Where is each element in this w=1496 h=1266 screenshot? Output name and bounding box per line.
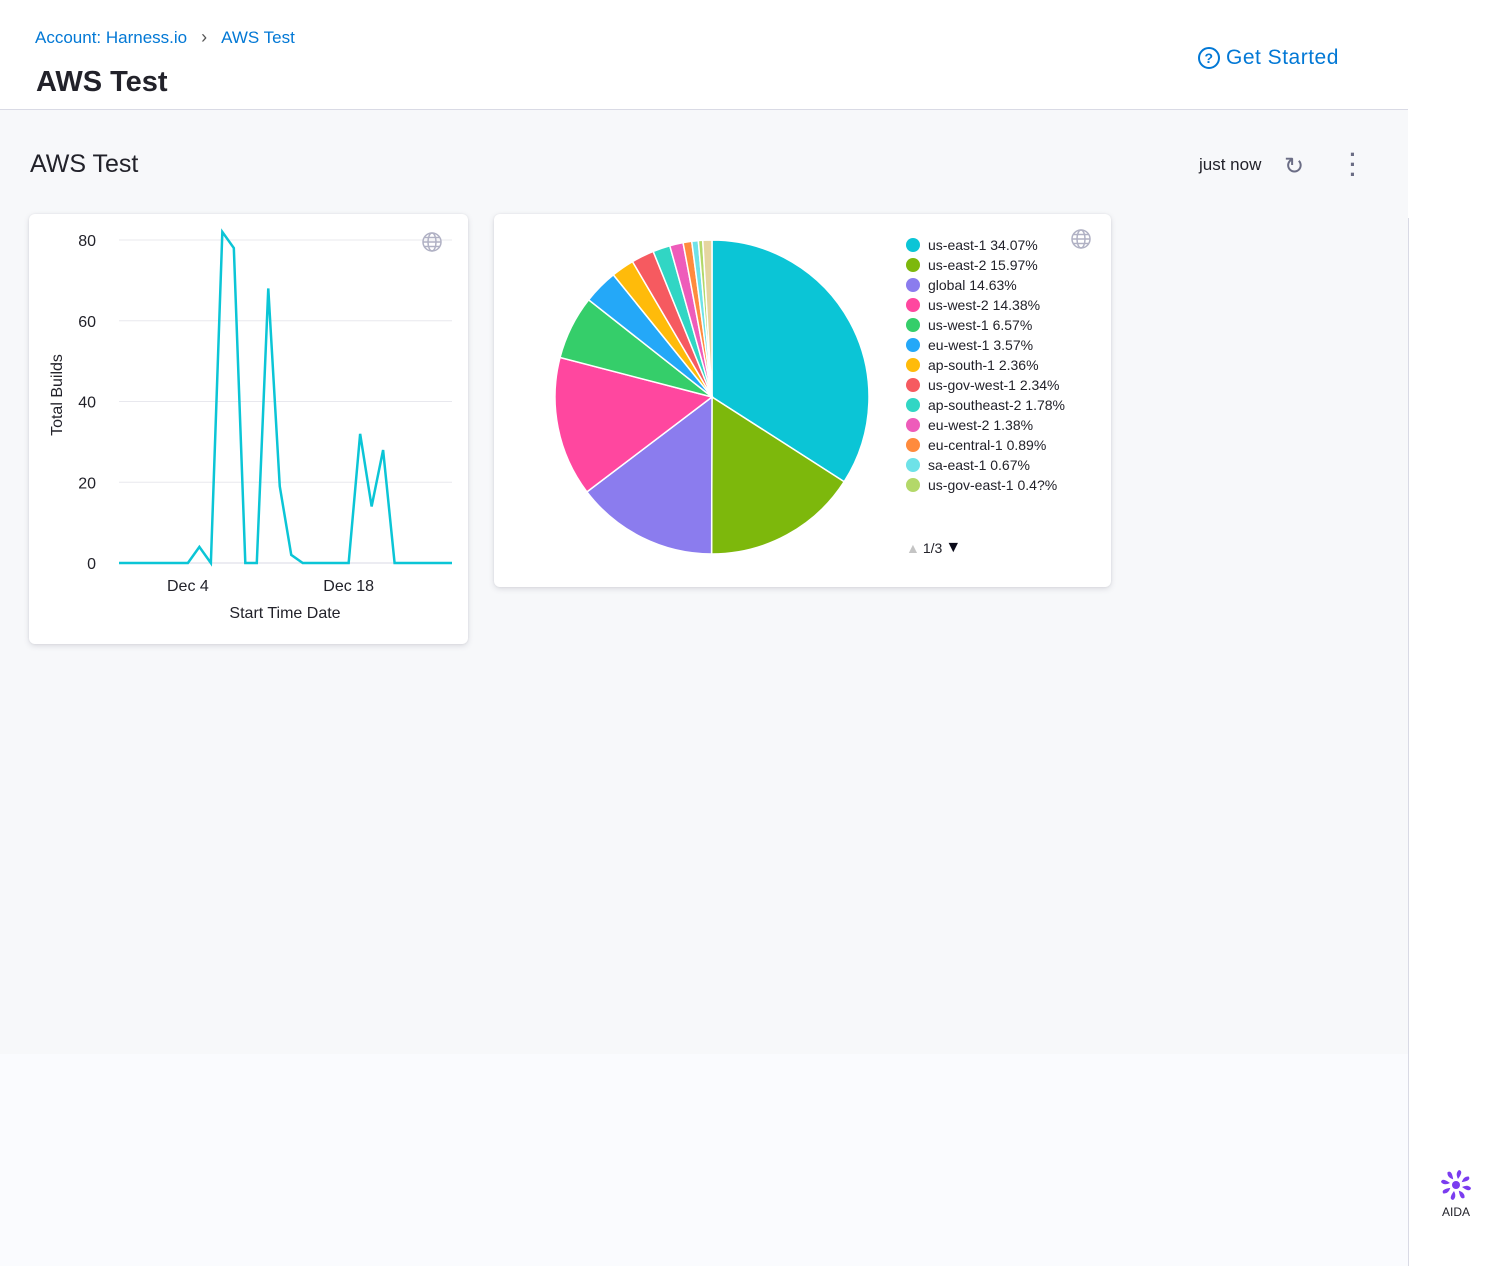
aida-label: AIDA bbox=[1441, 1205, 1470, 1219]
aida-icon bbox=[1441, 1170, 1471, 1200]
more-options-icon[interactable]: · · · bbox=[1349, 142, 1357, 187]
legend-swatch bbox=[906, 278, 920, 292]
y-tick-label: 20 bbox=[78, 475, 96, 492]
legend-swatch bbox=[906, 458, 920, 472]
pie-slice[interactable] bbox=[554, 356, 714, 493]
legend-swatch bbox=[906, 398, 920, 412]
legend-item[interactable]: us-west-2 14.38% bbox=[906, 296, 1076, 314]
legend-prev-icon[interactable]: ▲ bbox=[906, 540, 920, 556]
legend-item[interactable]: ap-southeast-2 1.78% bbox=[906, 396, 1076, 414]
right-sidebar-divider bbox=[1408, 218, 1409, 1266]
globe-icon[interactable] bbox=[422, 232, 442, 252]
last-updated: just now bbox=[1199, 155, 1262, 174]
x-tick-label: Dec 18 bbox=[323, 578, 374, 595]
legend-text: us-east-2 15.97% bbox=[928, 257, 1038, 273]
legend-text: eu-west-2 1.38% bbox=[928, 417, 1034, 433]
y-tick-label: 60 bbox=[78, 314, 96, 331]
legend-swatch bbox=[906, 438, 920, 452]
help-icon: ? bbox=[1198, 47, 1220, 69]
line-series bbox=[119, 228, 452, 567]
y-tick-label: 80 bbox=[78, 233, 96, 250]
legend-text: eu-west-1 3.57% bbox=[928, 337, 1034, 353]
legend-item[interactable]: us-east-1 34.07% bbox=[906, 236, 1076, 254]
legend-text: ap-southeast-2 1.78% bbox=[928, 397, 1065, 413]
legend-text: us-west-2 14.38% bbox=[928, 297, 1041, 313]
breadcrumb: Account: Harness.io › AWS Test bbox=[35, 27, 295, 48]
legend-swatch bbox=[906, 358, 920, 372]
y-axis-label: Total Builds bbox=[49, 354, 66, 436]
breadcrumb-current-link[interactable]: AWS Test bbox=[221, 27, 295, 47]
legend-swatch bbox=[906, 238, 920, 252]
breadcrumb-account-link[interactable]: Account: Harness.io bbox=[35, 27, 188, 47]
legend-swatch bbox=[906, 258, 920, 272]
legend-text: us-gov-east-1 0.4?% bbox=[928, 477, 1058, 493]
y-tick-label: 40 bbox=[78, 395, 96, 412]
legend-swatch bbox=[906, 298, 920, 312]
dashboard-title: AWS Test bbox=[30, 150, 139, 178]
line-chart-tile: 0 20 40 60 80 Dec 4 Dec 18 Start Time Date Total… bbox=[29, 214, 468, 644]
legend-text: sa-east-1 0.67% bbox=[928, 457, 1030, 473]
legend-swatch bbox=[906, 418, 920, 432]
legend-swatch bbox=[906, 318, 920, 332]
legend-text: us-west-1 6.57% bbox=[928, 317, 1033, 333]
x-axis-label: Start Time Date bbox=[229, 605, 340, 622]
legend-text: us-gov-west-1 2.34% bbox=[928, 377, 1060, 393]
legend-text: global 14.63% bbox=[928, 277, 1017, 293]
legend-item[interactable]: ap-south-1 2.36% bbox=[906, 356, 1076, 374]
legend-swatch bbox=[906, 338, 920, 352]
x-tick-label: Dec 4 bbox=[167, 578, 209, 595]
legend-item[interactable]: us-gov-west-1 2.34% bbox=[906, 376, 1076, 394]
y-tick-label: 0 bbox=[87, 556, 96, 573]
globe-icon[interactable] bbox=[1071, 229, 1091, 249]
get-started-button[interactable]: ? Get Started bbox=[1198, 46, 1339, 70]
legend-item[interactable]: us-east-2 15.97% bbox=[906, 256, 1076, 274]
pie-slice[interactable] bbox=[585, 395, 713, 555]
legend-text: eu-central-1 0.89% bbox=[928, 437, 1047, 453]
legend-item[interactable]: eu-west-2 1.38% bbox=[906, 416, 1076, 434]
legend-swatch bbox=[906, 378, 920, 392]
legend-swatch bbox=[906, 478, 920, 492]
page-footer-area bbox=[0, 1054, 1408, 1266]
line-chart: 0 20 40 60 80 Dec 4 Dec 18 Start Time Date Total… bbox=[49, 228, 452, 622]
chevron-right-icon: › bbox=[201, 27, 208, 47]
get-started-label: Get Started bbox=[1226, 46, 1339, 69]
aida-button[interactable]: AIDA bbox=[1436, 1168, 1476, 1219]
legend-item[interactable]: sa-east-1 0.67% bbox=[906, 456, 1076, 474]
legend-pager: ▲ 1/3 ▼ bbox=[906, 539, 1076, 557]
page-header: Account: Harness.io › AWS Test AWS Test … bbox=[0, 0, 1408, 110]
pie-chart bbox=[554, 239, 870, 555]
page-title: AWS Test bbox=[36, 66, 168, 98]
pie-chart-tile: us-east-1 34.07% us-east-2 15.97% global 1… bbox=[494, 214, 1111, 587]
legend-page: 1/3 bbox=[922, 540, 943, 556]
pie-slice[interactable] bbox=[710, 395, 846, 555]
pie-slice[interactable] bbox=[701, 239, 713, 398]
legend-item[interactable]: eu-west-1 3.57% bbox=[906, 336, 1076, 354]
legend-item[interactable]: global 14.63% bbox=[906, 276, 1076, 294]
refresh-icon[interactable]: ↻ bbox=[1284, 153, 1305, 180]
pie-legend: us-east-1 34.07% us-east-2 15.97% global 1… bbox=[906, 236, 1076, 557]
legend-next-icon[interactable]: ▼ bbox=[945, 539, 962, 556]
legend-text: us-east-1 34.07% bbox=[928, 237, 1038, 253]
legend-item[interactable]: eu-central-1 0.89% bbox=[906, 436, 1076, 454]
legend-text: ap-south-1 2.36% bbox=[928, 357, 1039, 373]
legend-item[interactable]: us-west-1 6.57% bbox=[906, 316, 1076, 334]
legend-item[interactable]: us-gov-east-1 0.4?% bbox=[906, 476, 1076, 494]
